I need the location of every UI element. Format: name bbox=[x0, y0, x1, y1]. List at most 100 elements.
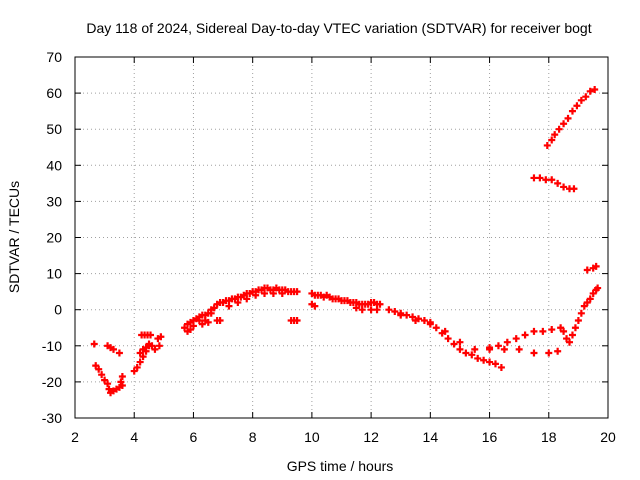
data-point bbox=[234, 298, 242, 306]
data-point bbox=[480, 356, 488, 364]
data-point bbox=[367, 306, 375, 314]
data-point bbox=[243, 295, 251, 303]
data-point bbox=[352, 304, 360, 312]
data-point bbox=[278, 289, 286, 297]
x-tick-label: 2 bbox=[71, 429, 79, 445]
data-point bbox=[456, 345, 464, 353]
series-mid-band bbox=[308, 289, 384, 314]
data-point bbox=[105, 385, 113, 393]
data-point bbox=[542, 176, 550, 184]
y-tick-label: -30 bbox=[42, 410, 62, 426]
x-tick-label: 18 bbox=[541, 429, 557, 445]
y-tick-label: 70 bbox=[46, 49, 62, 65]
data-point bbox=[101, 376, 109, 384]
data-point bbox=[474, 354, 482, 362]
data-point bbox=[198, 320, 206, 328]
data-point bbox=[139, 353, 147, 361]
data-point bbox=[582, 93, 590, 101]
data-point bbox=[563, 335, 571, 343]
series-late-band bbox=[486, 262, 602, 352]
data-point bbox=[391, 308, 399, 316]
data-series bbox=[90, 85, 602, 397]
data-point bbox=[530, 174, 538, 182]
data-point bbox=[420, 317, 428, 325]
data-point bbox=[252, 291, 260, 299]
data-point bbox=[293, 317, 301, 325]
plot-border bbox=[74, 56, 609, 419]
data-point bbox=[142, 344, 150, 352]
data-point bbox=[494, 342, 502, 350]
data-point bbox=[491, 360, 499, 368]
x-tick-label: 10 bbox=[304, 429, 320, 445]
data-point bbox=[468, 351, 476, 359]
data-point bbox=[104, 380, 112, 388]
data-point bbox=[555, 125, 563, 133]
data-point bbox=[216, 317, 224, 325]
series-upper-rising bbox=[543, 85, 599, 149]
data-point bbox=[573, 102, 581, 110]
data-point bbox=[571, 324, 579, 332]
data-point bbox=[130, 367, 138, 375]
data-point bbox=[441, 327, 449, 335]
data-point bbox=[577, 309, 585, 317]
data-point bbox=[385, 306, 393, 314]
data-point bbox=[551, 131, 559, 139]
data-point bbox=[133, 363, 141, 371]
y-tick-label: -20 bbox=[42, 374, 62, 390]
x-tick-label: 16 bbox=[482, 429, 498, 445]
data-point bbox=[503, 338, 511, 346]
data-point bbox=[450, 340, 458, 348]
grid bbox=[75, 57, 608, 418]
chart-title: Day 118 of 2024, Sidereal Day-to-day VTE… bbox=[86, 20, 591, 36]
data-point bbox=[444, 335, 452, 343]
series-descending-band bbox=[385, 306, 562, 371]
data-point bbox=[568, 331, 576, 339]
y-tick-label: 60 bbox=[46, 85, 62, 101]
data-point bbox=[471, 345, 479, 353]
data-point bbox=[554, 179, 562, 187]
data-point bbox=[186, 326, 194, 334]
axis-ticks: 2 4 6 8 10 12 14 16 18 20 -30 -20 -10 0 10 20 30 40 50 60 70 bbox=[42, 49, 616, 445]
data-point bbox=[210, 304, 218, 312]
data-point bbox=[539, 327, 547, 335]
data-point bbox=[500, 345, 508, 353]
data-point bbox=[311, 302, 319, 310]
data-point bbox=[548, 176, 556, 184]
data-point bbox=[515, 345, 523, 353]
x-axis-label: GPS time / hours bbox=[287, 458, 394, 474]
x-tick-label: 14 bbox=[423, 429, 439, 445]
data-point bbox=[189, 322, 197, 330]
data-point bbox=[577, 96, 585, 104]
data-point bbox=[403, 311, 411, 319]
data-point bbox=[530, 327, 538, 335]
data-point bbox=[566, 338, 574, 346]
data-point bbox=[109, 345, 117, 353]
data-point bbox=[456, 338, 464, 346]
y-tick-label: 10 bbox=[46, 266, 62, 282]
data-point bbox=[557, 324, 565, 332]
data-point bbox=[548, 326, 556, 334]
data-point bbox=[462, 349, 470, 357]
series-early-cluster bbox=[90, 331, 165, 397]
data-point bbox=[574, 317, 582, 325]
series-upper-flat bbox=[530, 174, 578, 193]
data-point bbox=[151, 345, 159, 353]
data-point bbox=[118, 382, 126, 390]
series-main-band bbox=[181, 284, 301, 335]
data-point bbox=[409, 313, 417, 321]
x-tick-label: 20 bbox=[600, 429, 616, 445]
y-tick-label: 0 bbox=[54, 302, 62, 318]
data-point bbox=[207, 309, 215, 317]
data-point bbox=[564, 114, 572, 122]
data-point bbox=[92, 362, 100, 370]
data-point bbox=[560, 183, 568, 191]
data-point bbox=[225, 302, 233, 310]
x-tick-label: 12 bbox=[363, 429, 379, 445]
x-tick-label: 6 bbox=[190, 429, 198, 445]
data-point bbox=[136, 358, 144, 366]
data-point bbox=[536, 174, 544, 182]
data-point bbox=[147, 331, 155, 339]
data-point bbox=[570, 185, 578, 193]
data-point bbox=[486, 344, 494, 352]
